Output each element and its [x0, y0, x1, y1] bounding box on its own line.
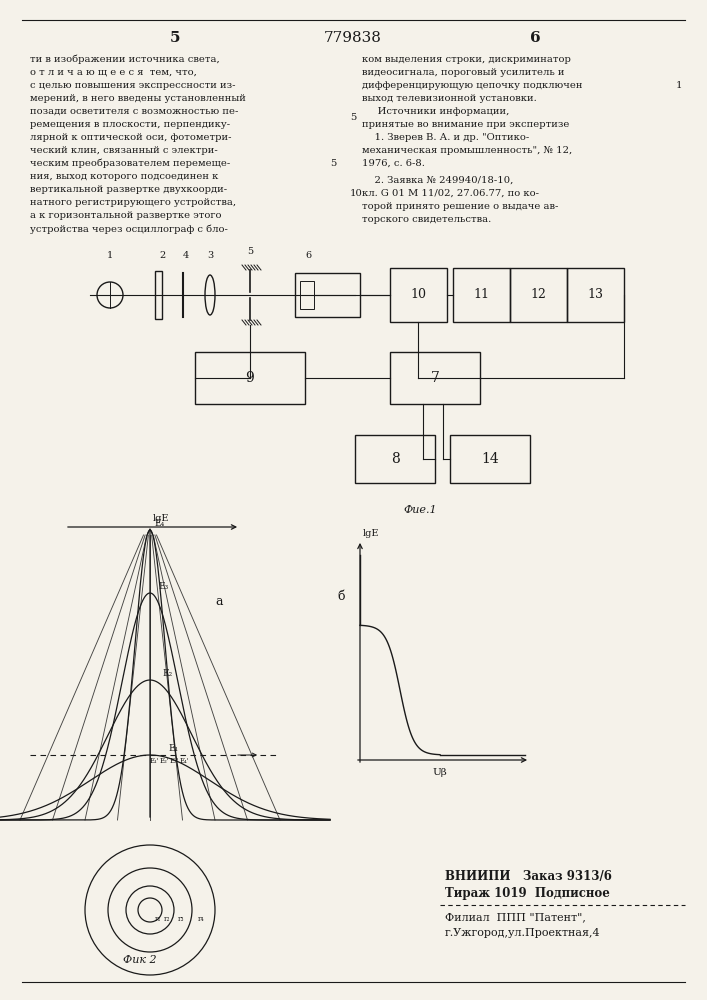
Text: ВНИИПИ   Заказ 9313/6: ВНИИПИ Заказ 9313/6 — [445, 870, 612, 883]
Text: 1. Зверев В. А. и др. "Оптико-: 1. Зверев В. А. и др. "Оптико- — [362, 133, 530, 142]
Text: Фие.1: Фие.1 — [403, 505, 437, 515]
Text: вертикальной развертке двухкоорди-: вертикальной развертке двухкоорди- — [30, 185, 227, 194]
Text: устройства через осциллограф с бло-: устройства через осциллограф с бло- — [30, 224, 228, 233]
Text: ком выделения строки, дискриминатор: ком выделения строки, дискриминатор — [362, 55, 571, 64]
Text: кл. G 01 М 11/02, 27.06.77, по ко-: кл. G 01 М 11/02, 27.06.77, по ко- — [362, 189, 539, 198]
Text: 6: 6 — [530, 31, 540, 45]
Bar — [390, 352, 480, 404]
Text: а к горизонтальной развертке этого: а к горизонтальной развертке этого — [30, 211, 221, 220]
Text: lgE: lgE — [153, 514, 170, 523]
Text: 10: 10 — [410, 288, 426, 302]
Text: выход телевизионной установки.: выход телевизионной установки. — [362, 94, 537, 103]
Text: Тираж 1019  Подписное: Тираж 1019 Подписное — [445, 887, 610, 900]
Text: ти в изображении источника света,: ти в изображении источника света, — [30, 55, 220, 64]
Text: с целью повышения экспрессности из-: с целью повышения экспрессности из- — [30, 81, 235, 90]
Text: 11: 11 — [473, 288, 489, 302]
Text: 14: 14 — [481, 452, 499, 466]
Text: 10: 10 — [350, 189, 363, 198]
Bar — [295, 273, 360, 317]
Text: ческим преобразователем перемеще-: ческим преобразователем перемеще- — [30, 159, 230, 168]
Bar — [567, 268, 624, 322]
Text: позади осветителя с возможностью пе-: позади осветителя с возможностью пе- — [30, 107, 238, 116]
Text: E₁': E₁' — [150, 757, 160, 765]
Bar — [195, 352, 305, 404]
Text: 1: 1 — [107, 251, 113, 260]
Text: 4: 4 — [183, 251, 189, 260]
Text: видеосигнала, пороговый усилитель и: видеосигнала, пороговый усилитель и — [362, 68, 564, 77]
Text: 3: 3 — [207, 251, 213, 260]
Text: натного регистрирующего устройства,: натного регистрирующего устройства, — [30, 198, 236, 207]
Bar — [355, 435, 435, 483]
Text: принятые во внимание при экспертизе: принятые во внимание при экспертизе — [362, 120, 569, 129]
Text: 779838: 779838 — [324, 31, 382, 45]
Text: 6: 6 — [305, 251, 311, 260]
Bar — [453, 268, 510, 322]
Text: 5: 5 — [350, 113, 356, 122]
Text: 2: 2 — [160, 251, 166, 260]
Text: r₄: r₄ — [198, 915, 204, 923]
Text: торой принято решение о выдаче ав-: торой принято решение о выдаче ав- — [362, 202, 559, 211]
Text: E₄: E₄ — [155, 519, 165, 528]
Bar — [155, 271, 162, 319]
Text: E₁: E₁ — [168, 744, 178, 753]
Text: механическая промышленность", № 12,: механическая промышленность", № 12, — [362, 146, 572, 155]
Text: E₂: E₂ — [163, 669, 173, 678]
Text: 9: 9 — [245, 371, 255, 385]
Text: ремещения в плоскости, перпендику-: ремещения в плоскости, перпендику- — [30, 120, 230, 129]
Text: 8: 8 — [391, 452, 399, 466]
Text: 13: 13 — [587, 288, 603, 302]
Text: 7: 7 — [431, 371, 440, 385]
Text: мерений, в него введены установленный: мерений, в него введены установленный — [30, 94, 246, 103]
Text: 5: 5 — [170, 31, 180, 45]
Text: Uβ: Uβ — [433, 768, 448, 777]
Text: Источники информации,: Источники информации, — [362, 107, 509, 116]
Text: r₃: r₃ — [178, 915, 185, 923]
Text: торского свидетельства.: торского свидетельства. — [362, 215, 491, 224]
Text: E₃': E₃' — [170, 757, 180, 765]
Bar — [390, 268, 447, 322]
Text: дифференцирующую цепочку подключен: дифференцирующую цепочку подключен — [362, 81, 583, 90]
Bar — [300, 281, 314, 309]
Text: 12: 12 — [530, 288, 546, 302]
Text: г.Ужгород,ул.Проектная,4: г.Ужгород,ул.Проектная,4 — [445, 928, 601, 938]
Text: ния, выход которого подсоединен к: ния, выход которого подсоединен к — [30, 172, 218, 181]
Text: о т л и ч а ю щ е е с я  тем, что,: о т л и ч а ю щ е е с я тем, что, — [30, 68, 197, 77]
Text: E₄': E₄' — [180, 757, 189, 765]
Text: r₂: r₂ — [164, 915, 170, 923]
Text: Фик 2: Фик 2 — [123, 955, 157, 965]
Text: 1976, с. 6-8.: 1976, с. 6-8. — [362, 159, 425, 168]
Text: Филиал  ППП "Патент",: Филиал ППП "Патент", — [445, 912, 586, 922]
Text: б: б — [337, 590, 345, 603]
Text: 5: 5 — [330, 159, 337, 168]
Text: r₁: r₁ — [155, 915, 161, 923]
Text: E₃: E₃ — [158, 582, 169, 591]
Text: 2. Заявка № 249940/18-10,: 2. Заявка № 249940/18-10, — [362, 176, 513, 185]
Bar — [510, 268, 567, 322]
Text: lgE: lgE — [363, 529, 380, 538]
Text: 5: 5 — [247, 247, 253, 256]
Text: E₂': E₂' — [160, 757, 170, 765]
Bar — [450, 435, 530, 483]
Text: ческий клин, связанный с электри-: ческий клин, связанный с электри- — [30, 146, 218, 155]
Text: а: а — [215, 595, 223, 608]
Text: 1: 1 — [675, 81, 682, 90]
Text: лярной к оптической оси, фотометри-: лярной к оптической оси, фотометри- — [30, 133, 231, 142]
